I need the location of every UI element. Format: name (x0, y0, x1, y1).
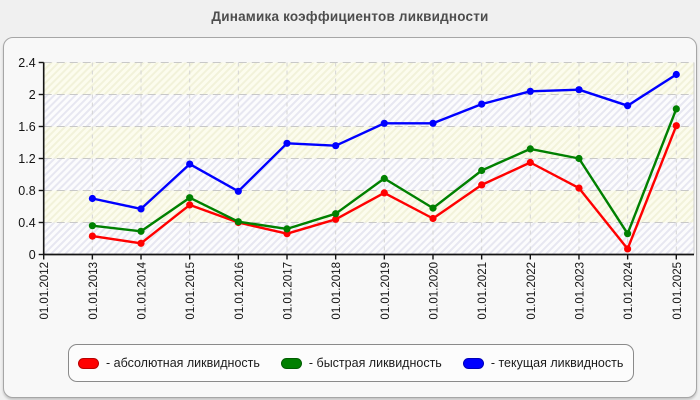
svg-text:01.01.2015: 01.01.2015 (185, 262, 197, 320)
y-axis-labels: 0 0.4 0.8 1.2 1.6 2 2.4 (18, 56, 35, 262)
svg-text:01.01.2012: 01.01.2012 (39, 262, 51, 320)
svg-text:0.8: 0.8 (18, 184, 35, 198)
svg-text:01.01.2025: 01.01.2025 (672, 262, 684, 320)
chart-legend: - абсолютная ликвидность - быстрая ликви… (68, 344, 634, 382)
svg-text:01.01.2021: 01.01.2021 (477, 262, 489, 320)
chart-panel: 0 0.4 0.8 1.2 1.6 2 2.4 01.01.2012 01.01.2013 01.… (3, 37, 697, 398)
legend-swatch-blue (462, 357, 484, 369)
series-0-absolute-liquidity (88, 122, 680, 253)
svg-text:0.4: 0.4 (18, 216, 35, 230)
liquidity-line-chart: 00.40.81.21.622.401.01.2012 01.01.2013 01.… (18, 56, 695, 320)
svg-text:01.01.2014: 01.01.2014 (137, 261, 149, 319)
svg-text:2.4: 2.4 (18, 56, 35, 70)
svg-text:01.01.2018: 01.01.2018 (331, 262, 343, 320)
svg-text:01.01.2019: 01.01.2019 (380, 262, 392, 320)
legend-label-quick-liquidity: - быстрая ликвидность (308, 356, 442, 370)
svg-text:01.01.2020: 01.01.2020 (428, 262, 440, 320)
svg-text:01.01.2017: 01.01.2017 (283, 262, 295, 320)
svg-text:2: 2 (29, 88, 36, 102)
series-2-current-liquidity (88, 70, 680, 213)
legend-swatch-green (280, 357, 302, 369)
legend-swatch-red (78, 357, 99, 369)
axes (38, 61, 694, 260)
plot-bands (43, 62, 694, 255)
legend-item-absolute-liquidity: - абсолютная ликвидность (78, 356, 260, 370)
svg-text:01.01.2024: 01.01.2024 (623, 261, 635, 319)
svg-text:01.01.2016: 01.01.2016 (234, 262, 246, 320)
legend-label-current-liquidity: - текущая ликвидность (490, 356, 624, 370)
svg-text:01.01.2013: 01.01.2013 (88, 262, 100, 320)
legend-item-current-liquidity: - текущая ликвидность (462, 356, 624, 370)
svg-text:1.2: 1.2 (18, 152, 35, 166)
svg-text:1.6: 1.6 (18, 120, 35, 134)
chart-title: Динамика коэффициентов ликвидности (211, 9, 489, 24)
series-1-quick-liquidity (88, 105, 680, 238)
legend-item-quick-liquidity: - быстрая ликвидность (280, 356, 442, 370)
svg-text:0: 0 (29, 248, 36, 262)
svg-text:01.01.2022: 01.01.2022 (526, 262, 538, 320)
svg-text:01.01.2023: 01.01.2023 (574, 262, 586, 320)
x-axis-labels: 01.01.2012 01.01.2013 01.01.2014 01.01.2015… (39, 261, 684, 319)
legend-label-absolute-liquidity: - абсолютная ликвидность (106, 356, 260, 370)
